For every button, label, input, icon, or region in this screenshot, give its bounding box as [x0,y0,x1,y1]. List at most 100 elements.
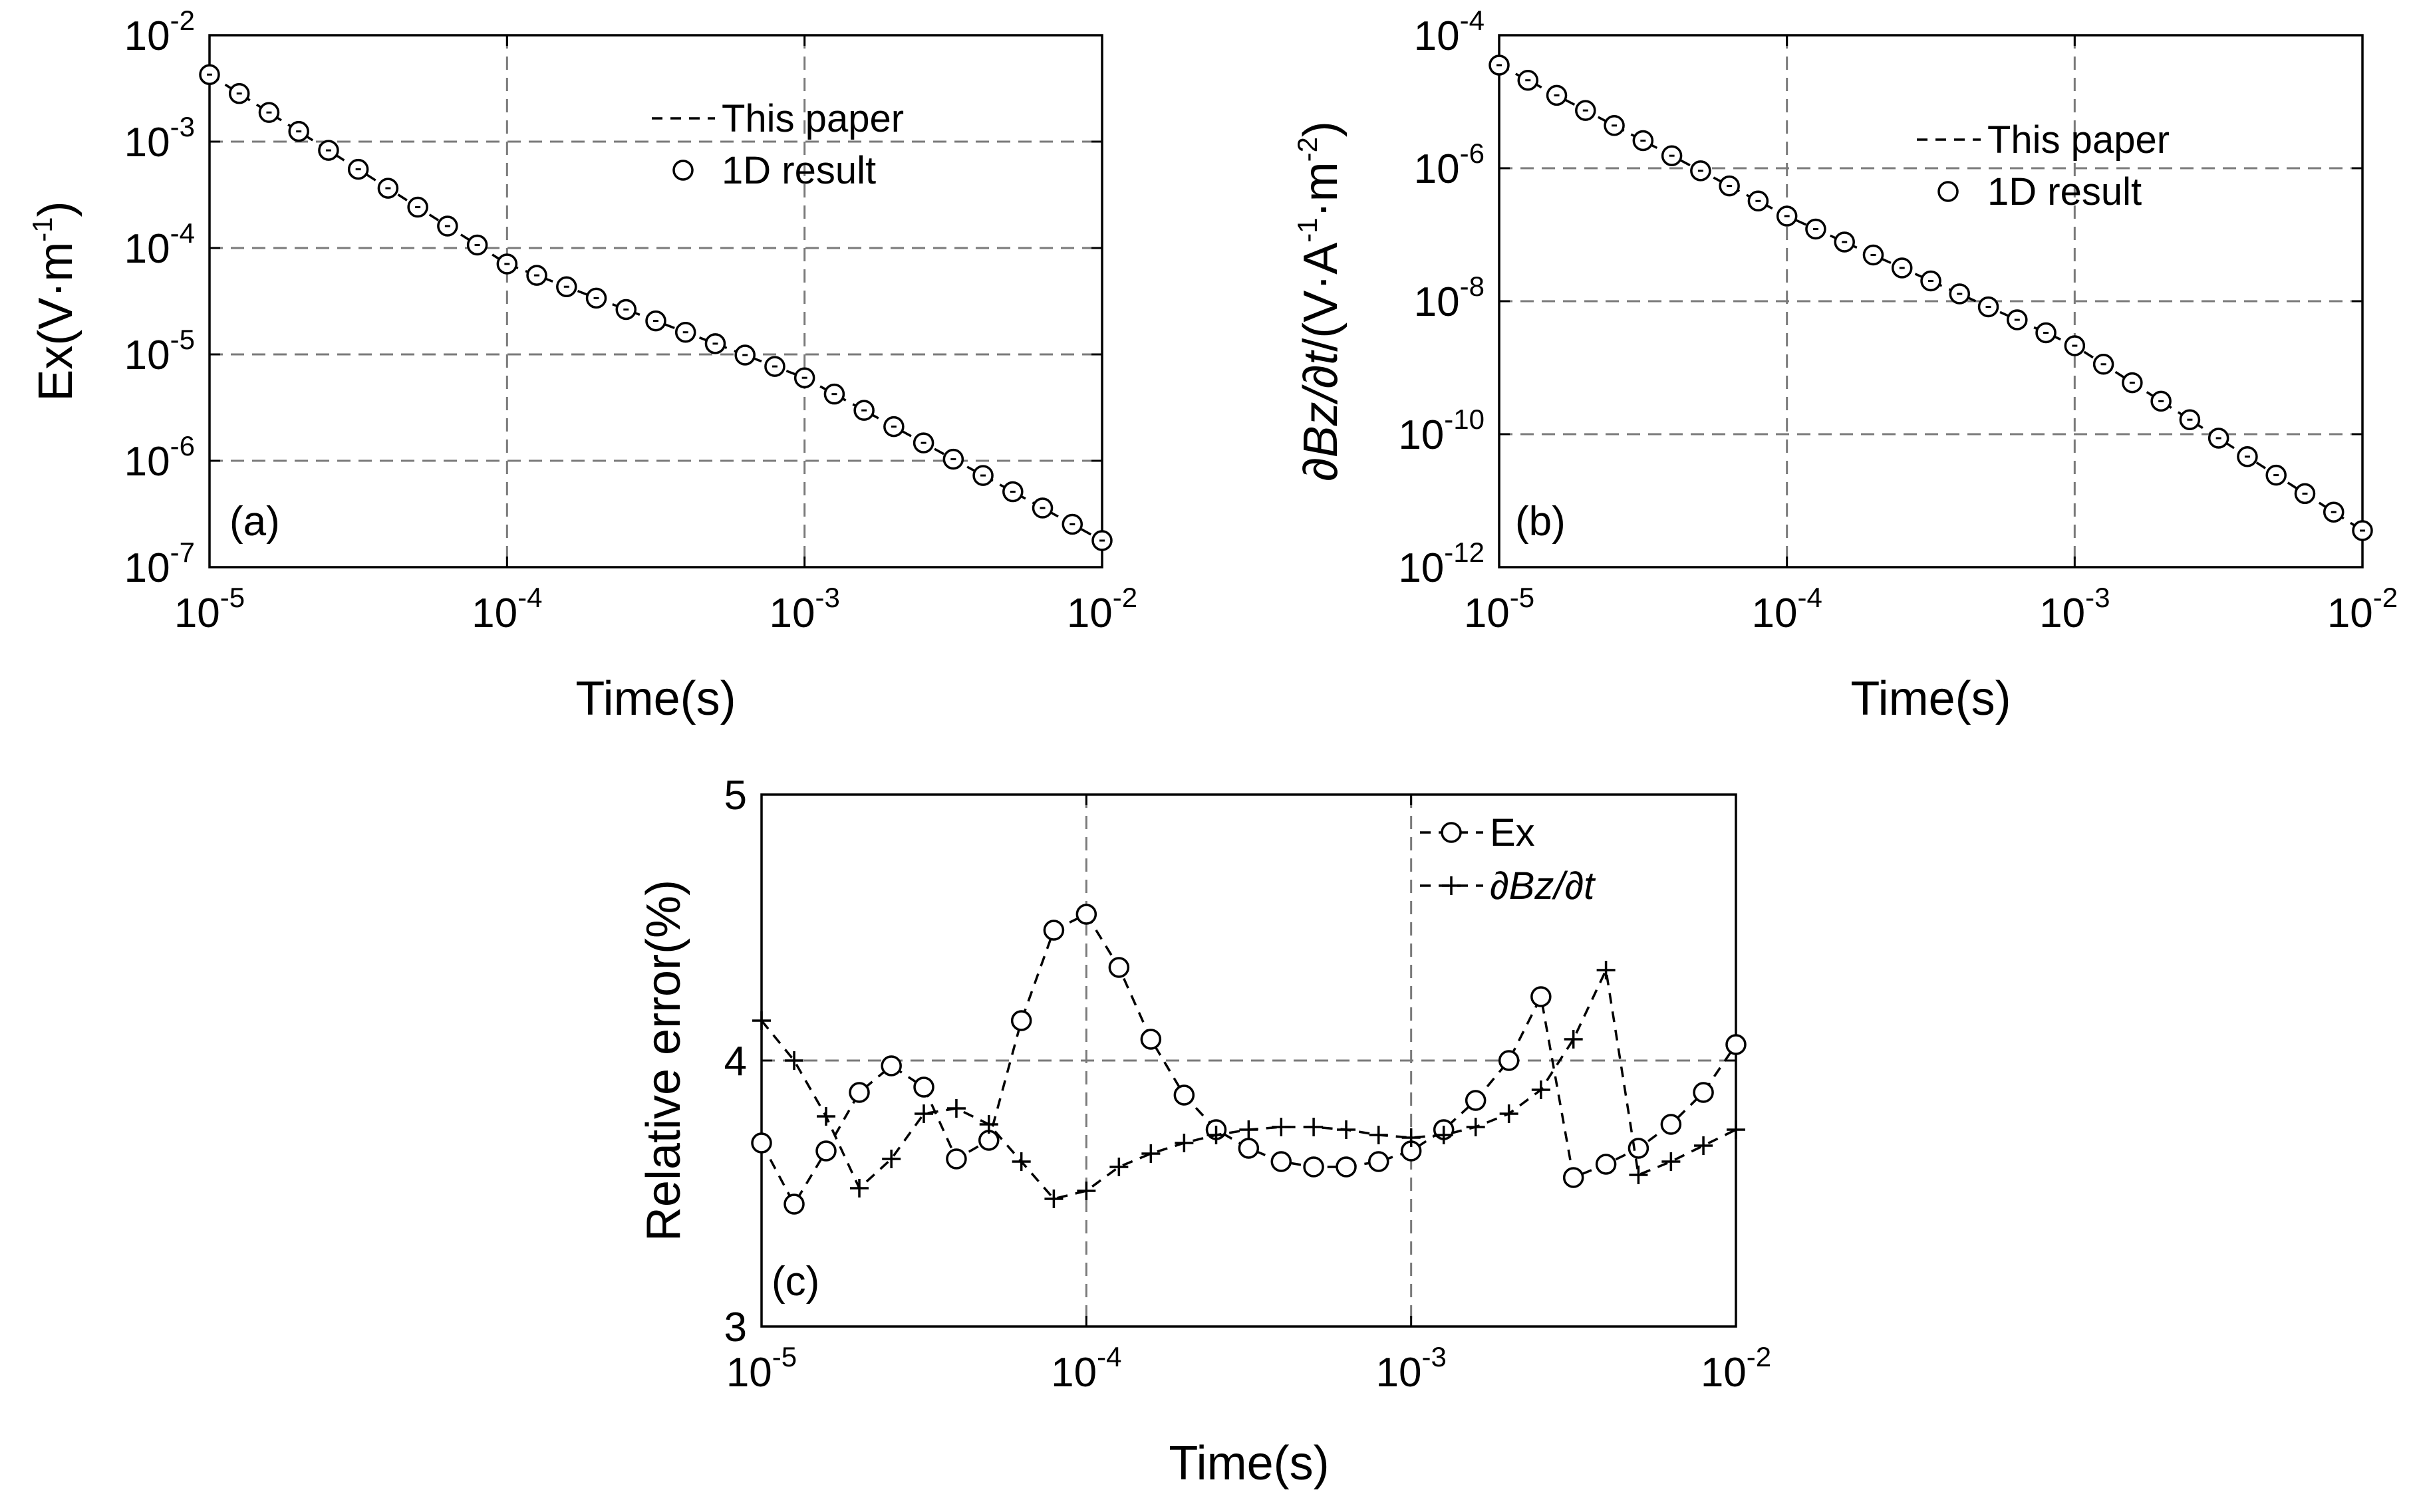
panel-a-y-label-main: Ex(V·m [29,242,82,402]
data-point-dbzdt [817,1107,836,1126]
panel-b-x-tick-labels: 10-5 10-4 10-3 10-2 [1464,582,2398,636]
data-point-ex [1010,1010,1032,1031]
y-tick-base: 10 [124,332,170,378]
panel-c-label: (c) [772,1259,819,1305]
panel-b-y-label-unit-m: ·m [1294,162,1348,217]
data-point-dbzdt [946,1099,966,1118]
y-tick-base: 10 [124,120,170,166]
data-point-dbzdt [1434,1126,1453,1144]
x-tick-label: 10-4 [1752,582,1822,636]
y-tick-base: 10 [1398,545,1444,591]
y-tick-exponent: -7 [170,537,195,568]
panel-a-y-label-exponent: -1 [27,217,58,241]
data-point-dbzdt [1337,1120,1356,1139]
x-tick-label: 10-4 [472,582,542,636]
data-point-dbzdt [1175,1134,1194,1152]
data-point-ex [815,1140,837,1162]
data-point-dbzdt [1499,1104,1518,1123]
data-point-dbzdt [752,1011,771,1030]
panel-b-y-axis-label: ∂Bz/∂t/(V·A-1·m-2) [1292,121,1348,481]
data-point-dbzdt [1044,1190,1064,1208]
y-tick-label: 10-4 [1414,5,1485,59]
data-point-ex [946,1148,967,1170]
data-point-ex [1043,920,1065,941]
panel-b-legend-circle-swatch [1937,181,1959,202]
series-line-this-paper [209,73,1103,542]
panel-c-grid [762,795,1736,1326]
y-tick-label: 5 [724,773,747,819]
panel-a-y-axis-label: Ex(V·m-1) [27,201,82,401]
y-tick-exponent: -4 [170,217,195,249]
y-tick-label: 3 [724,1305,747,1350]
x-tick-base: 10 [1701,1350,1747,1396]
y-tick-label: 10-7 [124,537,195,591]
y-tick-base: 10 [124,13,170,59]
data-point-ex [783,1194,805,1215]
data-point-ex [1562,1167,1584,1188]
x-tick-exponent: -2 [1747,1341,1771,1372]
data-point-dbzdt [915,1104,934,1123]
panel-c-legend-label-dbzdt: ∂Bz/∂t [1490,864,1596,908]
y-tick-exponent: -5 [170,324,195,355]
y-tick-exponent: -6 [1460,138,1485,169]
panel-a-legend: This paper 1D result [652,97,904,192]
y-tick-exponent: -2 [170,5,195,36]
x-tick-base: 10 [1464,590,1510,636]
panel-a-y-label-close: ) [29,201,82,217]
data-point-ex [1303,1156,1324,1178]
x-tick-exponent: -5 [772,1341,797,1372]
y-tick-exponent: -6 [170,430,195,461]
data-point-ex [1075,904,1097,925]
panel-c-legend-label-ex: Ex [1490,811,1535,854]
y-tick-base: 10 [124,545,170,591]
panel-a-series [199,64,1113,551]
y-tick-label: 10-4 [124,217,195,272]
x-tick-label: 10-2 [1067,582,1137,636]
data-point-dbzdt [1239,1120,1258,1139]
x-tick-exponent: -2 [2373,582,2398,613]
panel-c-x-axis-label: Time(s) [1169,1437,1329,1490]
data-point-dbzdt [1401,1128,1421,1147]
y-tick-label: 10-12 [1398,537,1485,591]
data-point-dbzdt [1141,1144,1161,1163]
x-tick-label: 10-5 [174,582,245,636]
panel-c-legend: Ex ∂Bz/∂t [1420,811,1596,908]
panel-c-x-tick-labels: 10-5 10-4 10-3 10-2 [726,1341,1771,1396]
data-point-dbzdt [1012,1152,1031,1171]
data-point-ex [1173,1084,1195,1106]
data-point-ex [1660,1114,1682,1135]
panel-b-legend-label-this-paper: This paper [1987,118,2170,162]
x-tick-label: 10-2 [1701,1341,1771,1396]
data-point-dbzdt [850,1179,869,1197]
x-tick-base: 10 [726,1350,772,1396]
panel-a-y-tick-labels: 10-710-610-510-410-310-2 [124,5,195,591]
data-point-ex [1498,1050,1520,1071]
data-point-ex [1628,1138,1649,1159]
x-tick-exponent: -4 [1797,582,1822,613]
panel-c-legend-dbzdt-plus-swatch [1442,876,1461,895]
panel-c-y-axis-label: Relative error(%) [637,880,690,1241]
x-tick-label: 10-3 [2039,582,2110,636]
data-point-dbzdt [1531,1080,1550,1099]
panel-b-y-label-unit-a: /(V·A [1294,243,1348,352]
y-tick-base: 10 [124,226,170,272]
x-tick-base: 10 [1376,1350,1422,1396]
data-point-dbzdt [1109,1158,1129,1176]
data-point-ex [1465,1090,1487,1111]
panel-c-y-tick-labels: 3 4 5 [724,773,747,1350]
data-point-dbzdt [1564,1030,1583,1049]
data-point-dbzdt [1661,1152,1681,1171]
y-tick-base: 10 [1398,412,1444,458]
panel-a-legend-circle-swatch [672,160,694,181]
x-tick-exponent: -4 [517,582,542,613]
panel-b-y-label-exp-a: -1 [1292,217,1323,242]
data-point-ex [1595,1154,1617,1175]
data-point-dbzdt [1207,1126,1226,1144]
data-point-ex [1336,1156,1357,1178]
x-tick-label: 10-4 [1051,1341,1121,1396]
y-tick-label: 10-6 [124,430,195,485]
x-tick-exponent: -5 [220,582,245,613]
y-tick-label: 10-10 [1398,404,1485,458]
data-point-ex [978,1130,1000,1151]
x-tick-exponent: -3 [1421,1341,1446,1372]
